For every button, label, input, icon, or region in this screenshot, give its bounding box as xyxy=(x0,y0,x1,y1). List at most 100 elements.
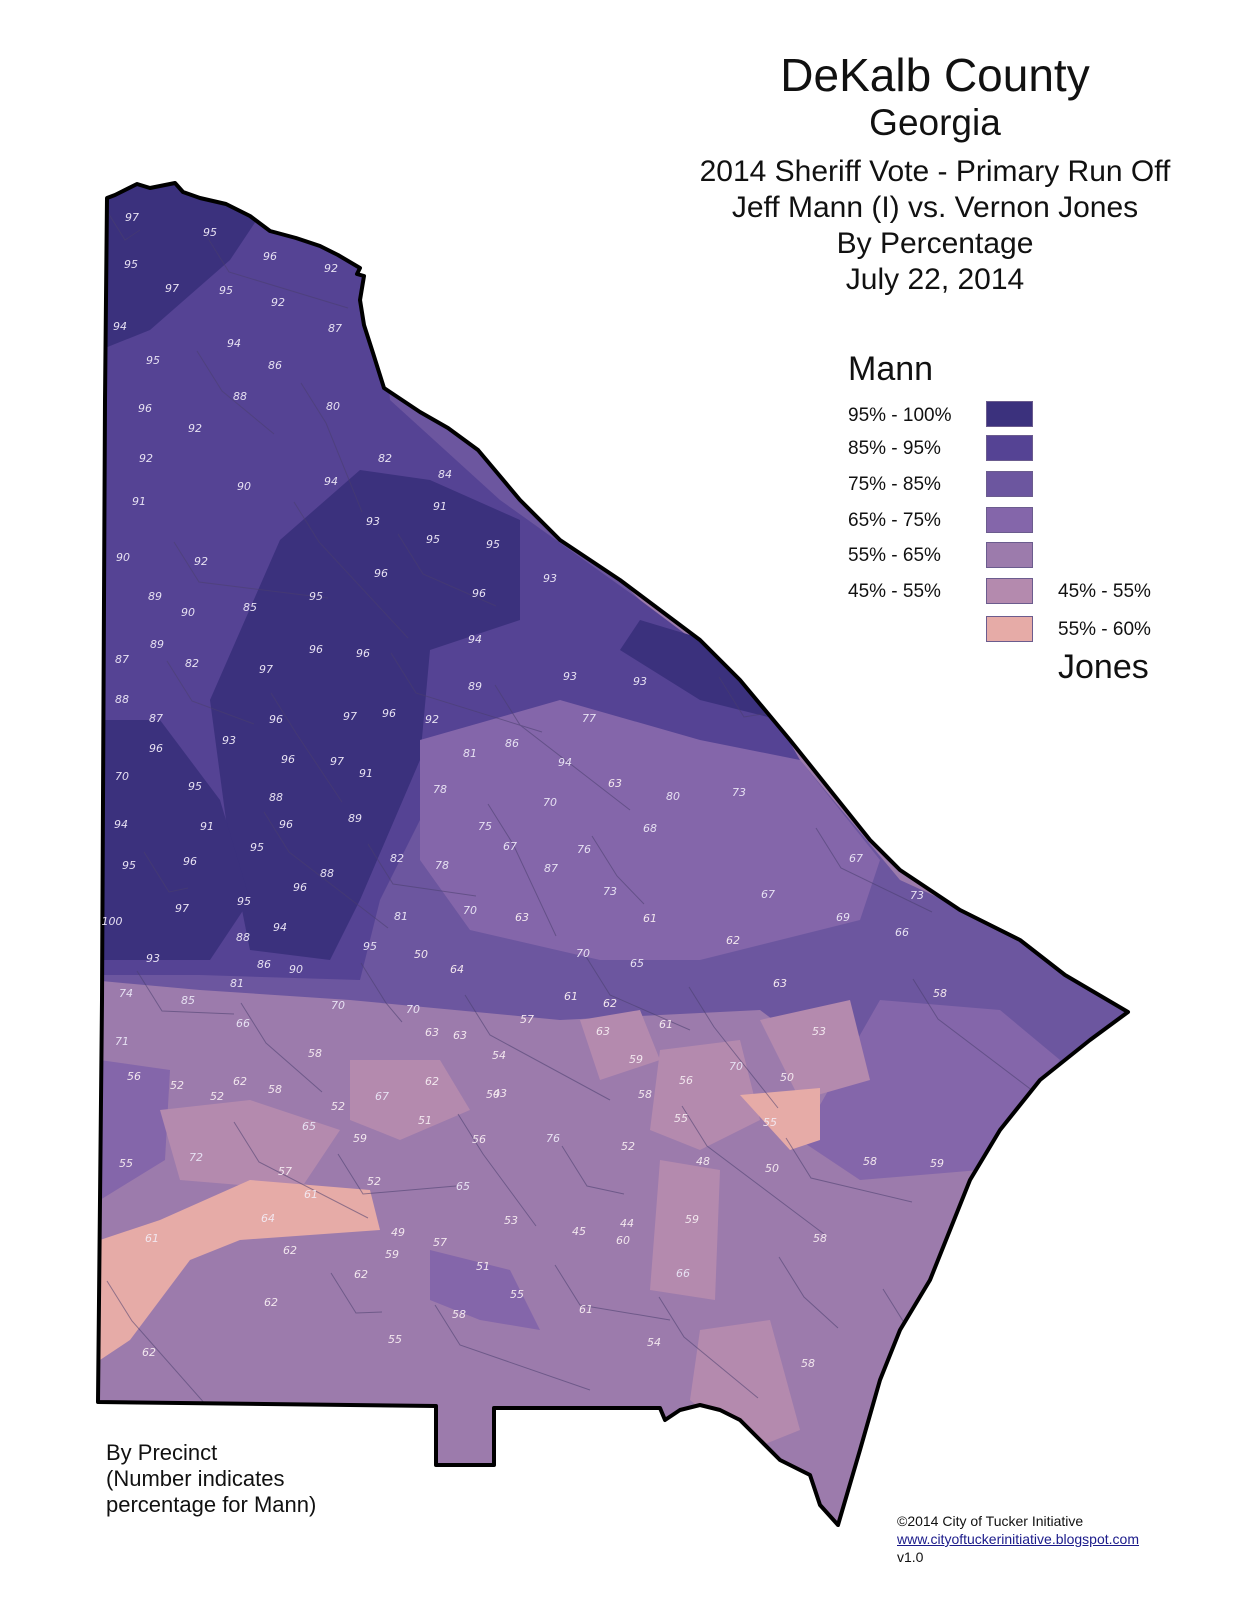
precinct-label: 44 xyxy=(620,1217,634,1230)
precinct-label: 88 xyxy=(233,390,247,403)
precinct-border xyxy=(136,970,235,1015)
precinct-label: 62 xyxy=(142,1346,156,1359)
precinct-border xyxy=(561,1145,625,1195)
precinct-label: 61 xyxy=(659,1018,673,1031)
precinct-label: 88 xyxy=(320,867,334,880)
precinct-label: 59 xyxy=(629,1053,643,1066)
precinct-label: 55 xyxy=(119,1157,133,1170)
precinct-label: 93 xyxy=(633,675,647,688)
precinct-label: 53 xyxy=(504,1214,518,1227)
precinct-label: 95 xyxy=(188,780,202,793)
precinct-border xyxy=(434,1304,591,1391)
precinct-label: 81 xyxy=(230,977,244,990)
precinct-border xyxy=(360,962,403,1023)
precinct-label: 93 xyxy=(222,734,236,747)
precinct-label: 63 xyxy=(608,777,622,790)
precinct-label: 61 xyxy=(564,990,578,1003)
precinct-label: 58 xyxy=(813,1232,827,1245)
precinct-border xyxy=(815,827,933,913)
precinct-label: 65 xyxy=(302,1120,316,1133)
legend-swatch-mann-4 xyxy=(986,507,1033,533)
precinct-label: 59 xyxy=(930,1157,944,1170)
precinct-label: 62 xyxy=(233,1075,247,1088)
precinct-label: 53 xyxy=(812,1025,826,1038)
precinct-label: 86 xyxy=(505,737,519,750)
precinct-label: 60 xyxy=(616,1234,630,1247)
precinct-border xyxy=(337,1153,457,1195)
precinct-border xyxy=(233,1121,369,1219)
precinct-label: 52 xyxy=(210,1090,224,1103)
precinct-border xyxy=(1076,390,1128,505)
precinct-label: 96 xyxy=(293,881,307,894)
legend-label-mann-3: 75% - 85% xyxy=(848,474,941,495)
precinct-border xyxy=(584,954,691,1031)
precinct-border xyxy=(845,517,953,623)
precinct-label: 80 xyxy=(666,790,680,803)
precinct-label: 52 xyxy=(621,1140,635,1153)
precinct-border xyxy=(166,660,255,725)
precinct-border xyxy=(778,1256,839,1329)
precinct-label: 73 xyxy=(603,885,617,898)
race-name: 2014 Sheriff Vote - Primary Run Off xyxy=(699,155,1171,188)
precinct-label: 96 xyxy=(356,647,370,660)
precinct-label: 82 xyxy=(378,452,392,465)
precinct-label: 74 xyxy=(119,987,133,1000)
region-patch-6 xyxy=(350,1060,470,1140)
website-link[interactable]: www.cityoftuckerinitiative.blogspot.com xyxy=(897,1531,1139,1547)
precinct-label: 58 xyxy=(638,1088,652,1101)
precinct-label: 66 xyxy=(236,1017,250,1030)
precinct-border xyxy=(748,366,819,419)
precinct-label: 89 xyxy=(148,590,162,603)
precinct-label: 95 xyxy=(426,533,440,546)
precinct-label: 58 xyxy=(863,1155,877,1168)
precinct-label: 97 xyxy=(343,710,357,723)
precinct-label: 95 xyxy=(124,258,138,271)
precinct-border xyxy=(487,803,557,937)
precinct-border xyxy=(464,994,611,1101)
precinct-label: 80 xyxy=(326,400,340,413)
precinct-label: 77 xyxy=(582,712,596,725)
legend-label-mann-4: 65% - 75% xyxy=(848,510,941,531)
precinct-label: 59 xyxy=(385,1248,399,1261)
precinct-label: 67 xyxy=(503,840,517,853)
precinct-label: 43 xyxy=(493,1087,507,1100)
measure-label: By Percentage xyxy=(836,227,1034,260)
precinct-border xyxy=(912,978,1067,1117)
map-note: By Precinct (Number indicates percentage… xyxy=(106,1440,316,1518)
region-core-4 xyxy=(620,620,780,720)
precinct-border xyxy=(785,1137,913,1203)
precinct-border xyxy=(524,374,651,416)
precinct-label: 97 xyxy=(125,211,139,224)
region-patch-3 xyxy=(650,1160,720,1300)
precinct-label: 95 xyxy=(203,226,217,239)
precinct-border xyxy=(494,684,631,811)
precinct-label: 78 xyxy=(435,859,449,872)
precinct-label: 93 xyxy=(146,952,160,965)
precinct-label: 55 xyxy=(388,1333,402,1346)
precinct-label: 50 xyxy=(414,948,428,961)
precinct-label: 58 xyxy=(801,1357,815,1370)
precinct-label: 62 xyxy=(354,1268,368,1281)
precinct-label: 62 xyxy=(283,1244,297,1257)
precinct-color-regions xyxy=(98,183,1128,1525)
precinct-label: 67 xyxy=(849,852,863,865)
precinct-label: 58 xyxy=(452,1308,466,1321)
region-patch-5 xyxy=(160,1100,340,1190)
precinct-border xyxy=(143,851,189,893)
precinct-label: 87 xyxy=(544,862,558,875)
precinct-label: 45 xyxy=(572,1225,586,1238)
precinct-border xyxy=(822,708,887,787)
precinct-label: 88 xyxy=(115,693,129,706)
precinct-label: 61 xyxy=(579,1303,593,1316)
precinct-border xyxy=(688,986,779,1109)
precinct-label: 59 xyxy=(353,1132,367,1145)
candidate-names: Jeff Mann (I) vs. Vernon Jones xyxy=(731,191,1139,224)
precinct-label: 50 xyxy=(780,1071,794,1084)
precinct-label: 95 xyxy=(146,354,160,367)
region-core-3 xyxy=(100,720,250,960)
precinct-label: 61 xyxy=(145,1232,159,1245)
precinct-border xyxy=(1039,819,1101,921)
legend-swatch-mann-1 xyxy=(986,401,1033,427)
precinct-label: 67 xyxy=(761,888,775,901)
precinct-label: 97 xyxy=(165,282,179,295)
